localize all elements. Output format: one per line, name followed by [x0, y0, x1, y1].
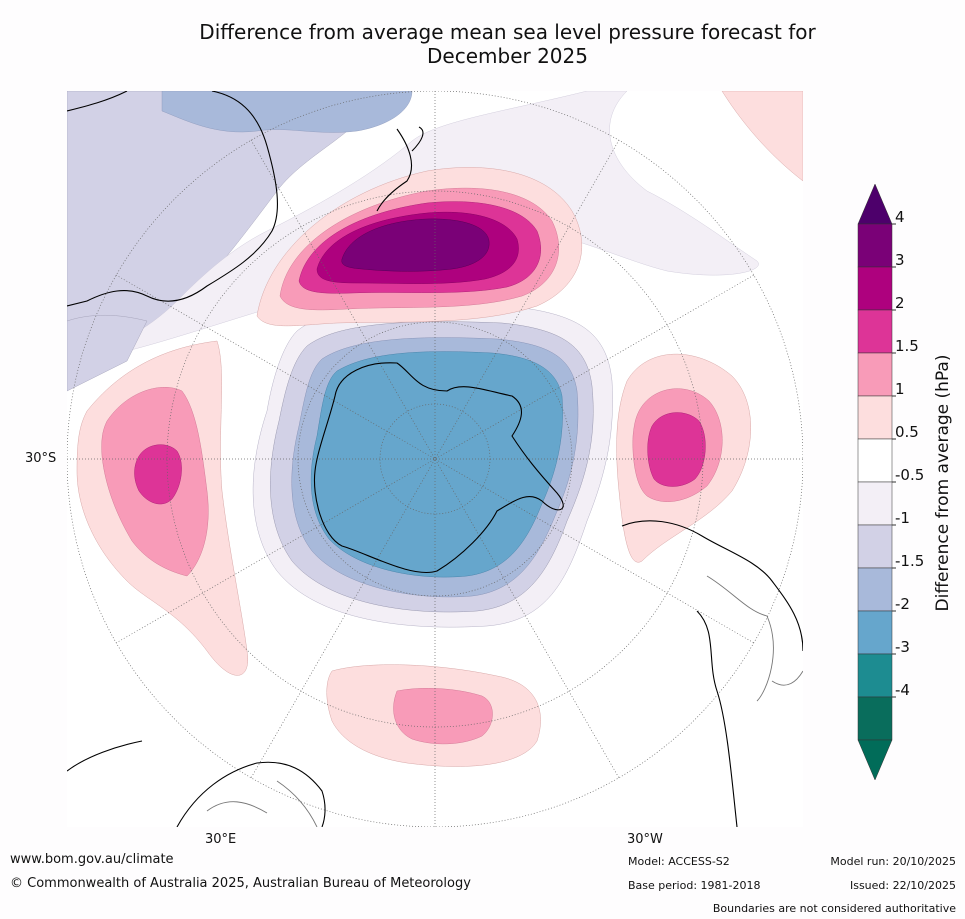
positive-anomaly-south-pacific-east [616, 91, 803, 563]
australia [67, 91, 278, 307]
lat-label-30s: 30°S [25, 451, 57, 466]
colorbar-tick-label: 0.5 [895, 423, 919, 441]
borders [206, 575, 803, 827]
footer-model-run: Model run: 20/10/2025 [830, 855, 956, 868]
colorbar-tick-label: 3 [895, 251, 905, 269]
colorbar-tick-label: -4 [895, 681, 910, 699]
footer-model: Model: ACCESS-S2 [628, 855, 730, 868]
africa [67, 740, 326, 827]
footer-issued: Issued: 22/10/2025 [849, 879, 956, 892]
colorbar-over-arrow [857, 183, 893, 225]
colorbar-bin [857, 438, 893, 483]
colorbar-tick-label: -0.5 [895, 466, 924, 484]
south-america [621, 520, 803, 827]
colorbar-bin [857, 610, 893, 655]
map-panel [67, 91, 803, 827]
colorbar-tick-label: 1 [895, 380, 905, 398]
colorbar-bin [857, 524, 893, 569]
colorbar-bin [857, 481, 893, 526]
colorbar-bin [857, 696, 893, 741]
footer-copyright: © Commonwealth of Australia 2025, Austra… [10, 876, 471, 891]
title-line-2: December 2025 [427, 44, 588, 68]
colorbar-under-arrow [857, 739, 893, 781]
colorbar-tick-label: 4 [895, 208, 905, 226]
positive-anomaly-new-zealand [256, 167, 583, 327]
colorbar-bin [857, 395, 893, 440]
lon-label-30w: 30°W [627, 832, 663, 847]
coastlines [67, 91, 803, 827]
colorbar: 4 3 2 1.5 1 0.5 -0.5 -1 -1.5 -2 -3 -4 Difference fr… [840, 180, 965, 790]
lon-label-30e: 30°E [205, 832, 237, 847]
polar-map [67, 91, 803, 827]
footer-base-period: Base period: 1981-2018 [628, 879, 761, 892]
colorbar-tick-label: -1.5 [895, 552, 924, 570]
colorbar-bin [857, 653, 893, 698]
colorbar-tick-label: -2 [895, 595, 910, 613]
positive-anomaly-atlantic [326, 664, 541, 767]
negative-anomaly-antarctica [252, 304, 613, 628]
colorbar-bins [857, 223, 893, 741]
colorbar-tick-label: -1 [895, 509, 910, 527]
footer-disclaimer: Boundaries are not considered authoritat… [712, 902, 956, 915]
footer-website: www.bom.gov.au/climate [10, 852, 174, 867]
antarctica [313, 362, 564, 573]
colorbar-bin [857, 266, 893, 311]
colorbar-svg: 4 3 2 1.5 1 0.5 -0.5 -1 -1.5 -2 -3 -4 Difference fr… [857, 183, 953, 781]
title-line-1: Difference from average mean sea level p… [199, 20, 816, 44]
colorbar-bin [857, 352, 893, 397]
colorbar-ticks: 4 3 2 1.5 1 0.5 -0.5 -1 -1.5 -2 -3 -4 [892, 208, 924, 699]
colorbar-bin [857, 309, 893, 354]
chart-title: Difference from average mean sea level p… [0, 20, 965, 68]
colorbar-tick-label: 2 [895, 294, 905, 312]
colorbar-label: Difference from average (hPa) [933, 355, 953, 612]
new-zealand [376, 126, 424, 212]
colorbar-bin [857, 567, 893, 612]
colorbar-tick-label: 1.5 [895, 337, 919, 355]
colorbar-bin [857, 223, 893, 268]
colorbar-tick-label: -3 [895, 638, 910, 656]
graticule [67, 91, 803, 827]
